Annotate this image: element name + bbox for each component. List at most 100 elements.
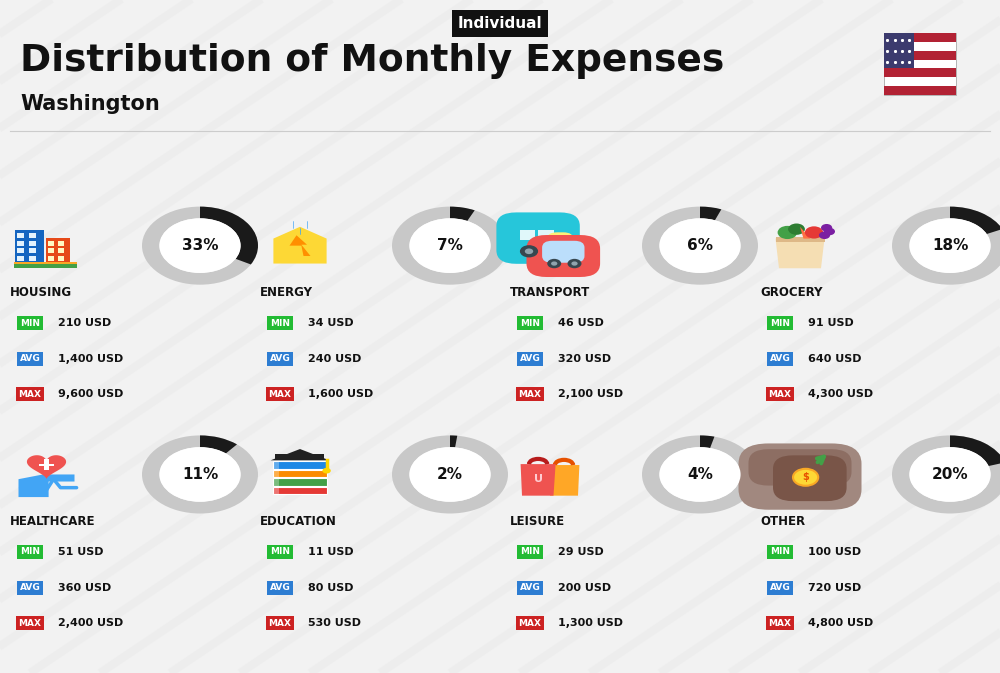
Text: MAX: MAX	[768, 390, 792, 399]
Polygon shape	[27, 455, 66, 479]
Text: Washington: Washington	[20, 94, 160, 114]
Text: U: U	[534, 474, 543, 484]
Circle shape	[547, 259, 561, 269]
Circle shape	[821, 224, 832, 232]
Text: 80 USD: 80 USD	[308, 583, 354, 592]
Text: HOUSING: HOUSING	[10, 286, 72, 299]
FancyBboxPatch shape	[15, 229, 44, 264]
Polygon shape	[290, 236, 310, 256]
Circle shape	[520, 245, 538, 257]
FancyBboxPatch shape	[17, 241, 24, 246]
Text: 20%: 20%	[932, 467, 968, 482]
Text: Distribution of Monthly Expenses: Distribution of Monthly Expenses	[20, 42, 724, 79]
Text: MAX: MAX	[18, 618, 42, 628]
FancyBboxPatch shape	[273, 487, 279, 494]
Circle shape	[525, 248, 533, 254]
Text: GROCERY: GROCERY	[760, 286, 822, 299]
Text: MAX: MAX	[768, 618, 792, 628]
FancyBboxPatch shape	[17, 256, 24, 260]
Circle shape	[159, 218, 241, 273]
FancyBboxPatch shape	[17, 234, 24, 238]
Text: 4,300 USD: 4,300 USD	[808, 390, 873, 399]
Circle shape	[778, 226, 797, 239]
Text: 7%: 7%	[437, 238, 463, 253]
Text: 530 USD: 530 USD	[308, 618, 361, 628]
Polygon shape	[18, 474, 75, 497]
Circle shape	[159, 447, 241, 502]
Text: ENERGY: ENERGY	[260, 286, 313, 299]
FancyBboxPatch shape	[496, 213, 580, 264]
Text: 640 USD: 640 USD	[808, 354, 862, 363]
FancyBboxPatch shape	[273, 461, 279, 469]
FancyBboxPatch shape	[58, 256, 64, 260]
FancyBboxPatch shape	[748, 450, 852, 486]
Text: AVG: AVG	[20, 354, 40, 363]
FancyBboxPatch shape	[738, 444, 862, 509]
Text: 1,400 USD: 1,400 USD	[58, 354, 123, 363]
FancyBboxPatch shape	[44, 460, 49, 470]
Polygon shape	[521, 464, 556, 495]
Polygon shape	[800, 227, 810, 239]
Wedge shape	[392, 207, 508, 285]
Text: 320 USD: 320 USD	[558, 354, 611, 363]
Text: 9,600 USD: 9,600 USD	[58, 390, 123, 399]
FancyBboxPatch shape	[29, 256, 36, 260]
Text: EDUCATION: EDUCATION	[260, 515, 337, 528]
Text: 51 USD: 51 USD	[58, 547, 104, 557]
Text: AVG: AVG	[520, 583, 540, 592]
Text: MAX: MAX	[18, 390, 42, 399]
Text: MIN: MIN	[770, 547, 790, 557]
FancyBboxPatch shape	[39, 464, 54, 466]
FancyBboxPatch shape	[48, 256, 54, 260]
Polygon shape	[273, 227, 327, 264]
Wedge shape	[142, 207, 258, 285]
Text: 11 USD: 11 USD	[308, 547, 354, 557]
FancyBboxPatch shape	[527, 235, 600, 277]
Wedge shape	[392, 435, 508, 513]
Circle shape	[409, 447, 491, 502]
Text: 29 USD: 29 USD	[558, 547, 604, 557]
Text: MIN: MIN	[520, 318, 540, 328]
Wedge shape	[142, 435, 258, 513]
Text: 4%: 4%	[687, 467, 713, 482]
Text: MIN: MIN	[270, 318, 290, 328]
Wedge shape	[950, 435, 1000, 466]
Text: 6%: 6%	[687, 238, 713, 253]
Text: 2%: 2%	[437, 467, 463, 482]
Text: MIN: MIN	[20, 547, 40, 557]
Text: MIN: MIN	[20, 318, 40, 328]
FancyBboxPatch shape	[17, 248, 24, 253]
Text: AVG: AVG	[270, 583, 290, 592]
Text: 210 USD: 210 USD	[58, 318, 111, 328]
Text: AVG: AVG	[270, 354, 290, 363]
Text: Individual: Individual	[458, 16, 542, 31]
Text: 91 USD: 91 USD	[808, 318, 854, 328]
Circle shape	[788, 223, 805, 235]
Text: 1,600 USD: 1,600 USD	[308, 390, 373, 399]
FancyBboxPatch shape	[14, 262, 77, 265]
FancyBboxPatch shape	[884, 86, 956, 95]
FancyBboxPatch shape	[547, 232, 573, 250]
Circle shape	[793, 469, 818, 486]
FancyBboxPatch shape	[273, 479, 327, 486]
Text: 100 USD: 100 USD	[808, 547, 861, 557]
Text: 1,300 USD: 1,300 USD	[558, 618, 623, 628]
Text: MIN: MIN	[270, 547, 290, 557]
Text: AVG: AVG	[20, 583, 40, 592]
Circle shape	[571, 261, 578, 266]
FancyBboxPatch shape	[273, 470, 327, 477]
FancyBboxPatch shape	[776, 237, 825, 242]
Text: 4,800 USD: 4,800 USD	[808, 618, 873, 628]
FancyBboxPatch shape	[46, 238, 70, 264]
Wedge shape	[892, 435, 1000, 513]
Text: HEALTHCARE: HEALTHCARE	[10, 515, 96, 528]
FancyBboxPatch shape	[29, 234, 36, 238]
Text: MAX: MAX	[268, 618, 292, 628]
FancyBboxPatch shape	[884, 33, 956, 95]
Text: TRANSPORT: TRANSPORT	[510, 286, 590, 299]
Text: 18%: 18%	[932, 238, 968, 253]
Circle shape	[568, 259, 582, 269]
Text: MAX: MAX	[518, 618, 542, 628]
Text: 720 USD: 720 USD	[808, 583, 861, 592]
FancyBboxPatch shape	[14, 264, 77, 269]
